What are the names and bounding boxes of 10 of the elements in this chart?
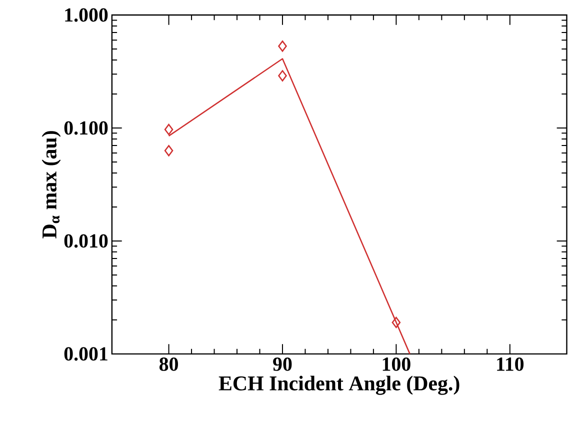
x-tick-label: 90 xyxy=(273,358,292,371)
y-tick-label: 0.010 xyxy=(64,234,108,248)
x-tick-label: 80 xyxy=(159,358,178,371)
x-axis-title: ECH Incident Angle (Deg.) xyxy=(218,376,460,395)
y-tick-label: 1.000 xyxy=(65,8,108,22)
y-tick-label: 0.001 xyxy=(64,347,108,361)
y-axis-title: D$_{α}$ max (au) xyxy=(42,131,61,238)
y-tick-label: 0.100 xyxy=(64,121,108,135)
x-tick-label: 110 xyxy=(497,358,524,371)
x-tick-label: 100 xyxy=(382,358,410,371)
